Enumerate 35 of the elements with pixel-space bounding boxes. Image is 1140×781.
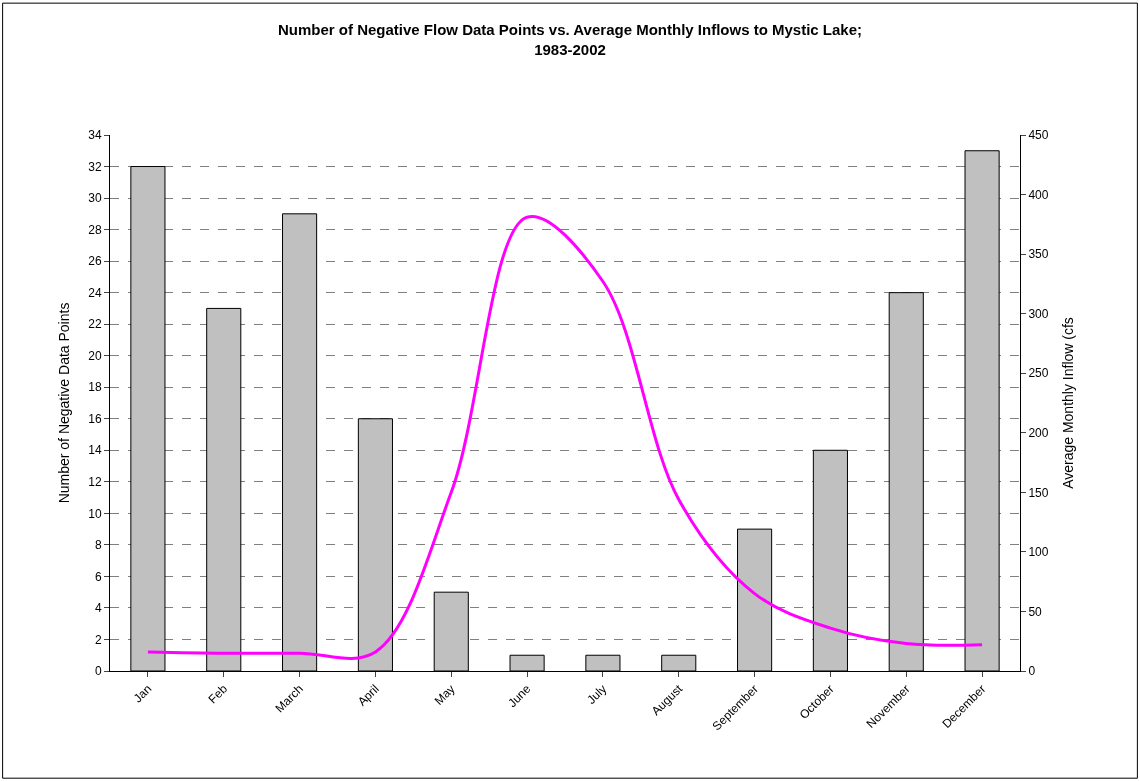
y-tick-label: 4 [94,601,102,616]
x-tick-label: May [431,681,458,708]
y2-axis-title: Average Monthly Inflow (cfs [1060,317,1077,489]
y-tick-label: 34 [88,128,102,143]
y2-tick-label: 300 [1028,306,1049,321]
y-axis-title: Number of Negative Data Points [55,302,72,504]
y2-tick-label: 150 [1028,485,1049,500]
y2-tick-label: 350 [1028,247,1049,262]
x-tick-label: Jan [130,681,155,706]
y-tick-label: 12 [88,475,102,490]
y-tick-label: 14 [88,443,102,458]
x-tick-label: July [584,681,610,707]
y2-tick-label: 450 [1028,128,1049,143]
y-tick-label: 16 [88,411,102,426]
chart-title: Number of Negative Flow Data Points vs. Average Monthly Inflows to Mystic Lake; 1983-2002 [278,21,862,58]
y2-tick-label: 200 [1028,425,1049,440]
y-tick-label: 0 [94,664,102,679]
y-tick-label: 32 [88,159,102,174]
y-tick-label: 22 [88,317,102,332]
y2-tick-label: 0 [1028,664,1036,679]
y2-tick-label: 250 [1028,366,1049,381]
y-tick-label: 20 [88,348,102,363]
y-tick-label: 10 [88,506,102,521]
y2-tick-label: 100 [1028,545,1049,560]
y-tick-label: 28 [88,222,102,237]
y2-tick-label: 400 [1028,187,1049,202]
x-tick-label: Feb [205,681,231,707]
y-tick-label: 24 [88,285,102,300]
y-tick-label: 30 [88,191,102,206]
y-tick-label: 8 [94,538,102,553]
y-tick-label: 2 [94,632,102,647]
y2-tick-label: 50 [1028,604,1043,619]
y-tick-label: 26 [88,254,102,269]
y-tick-label: 18 [88,380,102,395]
y-tick-label: 6 [94,569,102,584]
